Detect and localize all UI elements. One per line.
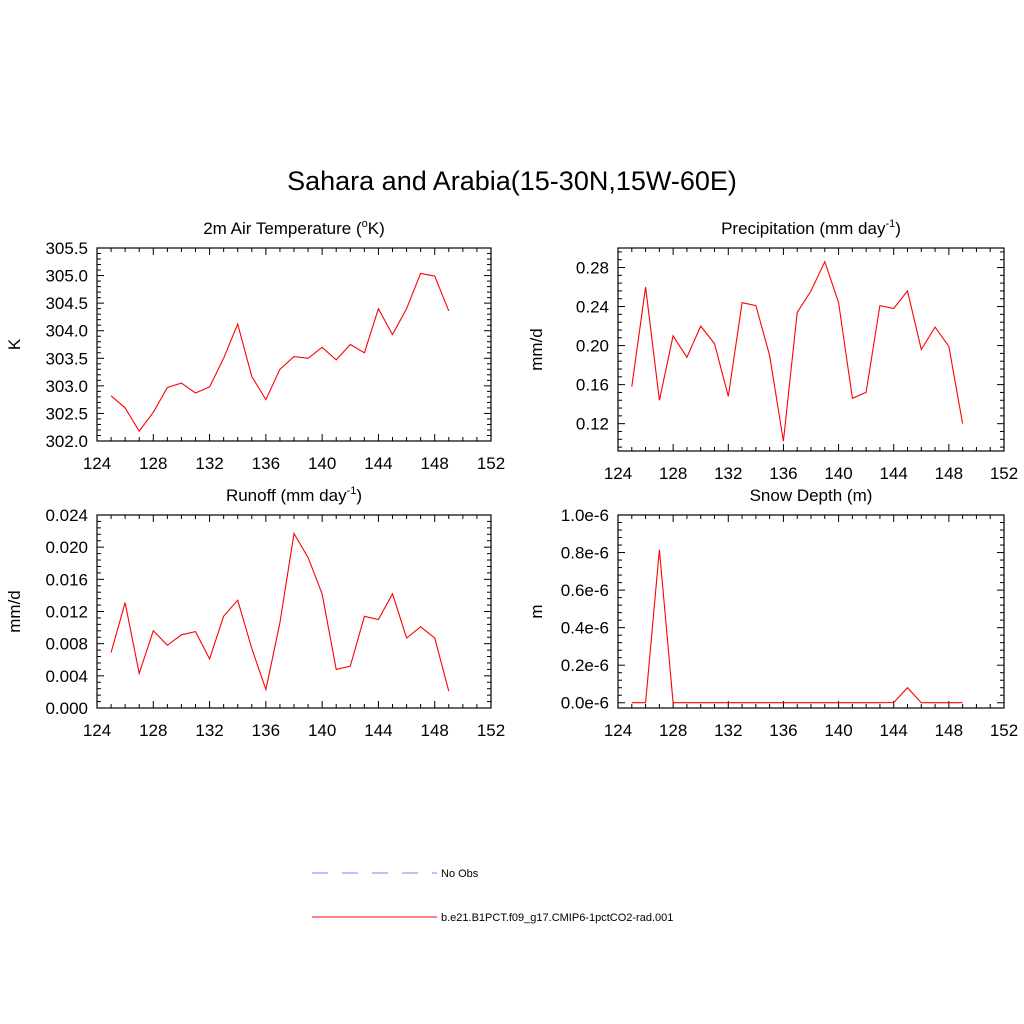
x-tick-label: 144 (364, 721, 392, 740)
x-tick-label: 152 (990, 464, 1018, 483)
x-tick-label: 140 (824, 464, 852, 483)
x-tick-label: 124 (604, 464, 632, 483)
x-tick-label: 128 (139, 454, 167, 473)
y-tick-label: 302.5 (45, 404, 88, 423)
panel-title: Snow Depth (m) (750, 486, 873, 505)
panel-title-main: Runoff (mm day (226, 486, 347, 505)
x-tick-label: 140 (824, 721, 852, 740)
y-tick-label: 0.8e-6 (561, 544, 609, 563)
y-tick-label: 304.5 (45, 294, 88, 313)
y-tick-label: 0.000 (45, 699, 88, 718)
x-tick-label: 136 (769, 464, 797, 483)
y-tick-label: 0.004 (45, 667, 88, 686)
plot-frame (617, 247, 1005, 452)
x-tick-label: 144 (364, 454, 392, 473)
x-tick-label: 128 (659, 721, 687, 740)
y-tick-label: 0.012 (45, 603, 88, 622)
y-tick-label: 0.0e-6 (561, 694, 609, 713)
panel-snow-depth: 124 128 132 136 140 144 148 152 0.0e-6 0.2e-6 0.4e… (527, 486, 1018, 740)
y-tick-label: 302.0 (45, 432, 88, 451)
plot-frame (617, 514, 1005, 709)
y-tick-label: 303.0 (45, 377, 88, 396)
x-tick-label: 148 (935, 721, 963, 740)
y-tick-label: 305.0 (45, 267, 88, 286)
x-tick-label: 144 (880, 464, 908, 483)
y-tick-label: 0.16 (576, 376, 609, 395)
panel-title: Precipitation (mm day-1) (721, 218, 901, 238)
y-tick-label: 0.6e-6 (561, 581, 609, 600)
x-tick-label: 152 (477, 721, 505, 740)
panel-title-superscript: o (362, 218, 368, 230)
y-tick-label: 0.024 (45, 506, 88, 525)
x-tick-label: 124 (83, 721, 111, 740)
x-tick-label: 152 (477, 454, 505, 473)
panel-title: 2m Air Temperature (oK) (203, 218, 385, 238)
y-tick-label: 0.24 (576, 298, 609, 317)
y-tick-label: 305.5 (45, 239, 88, 258)
panel-title-main: Precipitation (mm day (721, 219, 886, 238)
x-tick-label: 144 (880, 721, 908, 740)
y-axis-label: mm/d (5, 590, 24, 633)
series-line (110, 531, 450, 692)
x-tick-label: 148 (421, 454, 449, 473)
plot-frame (96, 514, 492, 709)
x-tick-label: 124 (83, 454, 111, 473)
x-tick-label: 128 (659, 464, 687, 483)
x-tick-label: 128 (139, 721, 167, 740)
y-tick-label: 0.020 (45, 538, 88, 557)
y-tick-label: 0.28 (576, 259, 609, 278)
panel-title: Runoff (mm day-1) (226, 485, 362, 505)
y-tick-label: 1.0e-6 (561, 506, 609, 525)
legend-model-label: b.e21.B1PCT.f09_g17.CMIP6-1pctCO2-rad.00… (441, 912, 673, 924)
y-tick-label: 0.008 (45, 635, 88, 654)
x-tick-label: 140 (308, 721, 336, 740)
y-tick-label: 0.4e-6 (561, 619, 609, 638)
panel-title-tail: ) (356, 486, 362, 505)
legend: No Obs b.e21.B1PCT.f09_g17.CMIP6-1pctCO2… (312, 868, 673, 924)
x-tick-label: 136 (252, 721, 280, 740)
x-tick-label: 140 (308, 454, 336, 473)
y-tick-label: 0.12 (576, 415, 609, 434)
x-tick-label: 148 (935, 464, 963, 483)
panel-air-temperature: 124 128 132 136 140 144 148 152 302.0 302.5 303.0 3… (5, 218, 505, 473)
y-axis-label: K (5, 338, 24, 350)
legend-obs-label: No Obs (441, 868, 479, 880)
y-tick-label: 0.20 (576, 337, 609, 356)
y-axis-label: m (527, 604, 546, 618)
panel-title-superscript: -1 (885, 218, 895, 230)
plot-frame (96, 247, 492, 442)
y-tick-label: 303.5 (45, 349, 88, 368)
x-tick-label: 132 (714, 721, 742, 740)
series-line (631, 260, 964, 442)
x-tick-label: 136 (252, 454, 280, 473)
x-tick-label: 148 (421, 721, 449, 740)
panel-title-tail: ) (895, 219, 901, 238)
panel-precipitation: 124 128 132 136 140 144 148 152 0.12 0.16 0.20 0.24… (527, 218, 1018, 483)
x-tick-label: 136 (769, 721, 797, 740)
x-tick-label: 132 (714, 464, 742, 483)
y-tick-label: 0.2e-6 (561, 656, 609, 675)
panel-title-tail: K) (368, 219, 385, 238)
x-tick-label: 132 (195, 721, 223, 740)
y-tick-label: 304.0 (45, 322, 88, 341)
x-tick-label: 124 (604, 721, 632, 740)
series-line (631, 549, 963, 704)
figure-title: Sahara and Arabia(15-30N,15W-60E) (287, 166, 737, 196)
panel-title-main: 2m Air Temperature ( (203, 219, 362, 238)
y-tick-label: 0.016 (45, 570, 88, 589)
panel-title-main: Snow Depth (m) (750, 486, 873, 505)
y-axis-label: mm/d (527, 328, 546, 371)
panel-runoff: 124 128 132 136 140 144 148 152 0.000 0.004 0.008 0… (5, 485, 505, 740)
x-tick-label: 132 (195, 454, 223, 473)
series-line (110, 272, 450, 433)
x-tick-label: 152 (990, 721, 1018, 740)
panel-title-superscript: -1 (347, 485, 357, 497)
